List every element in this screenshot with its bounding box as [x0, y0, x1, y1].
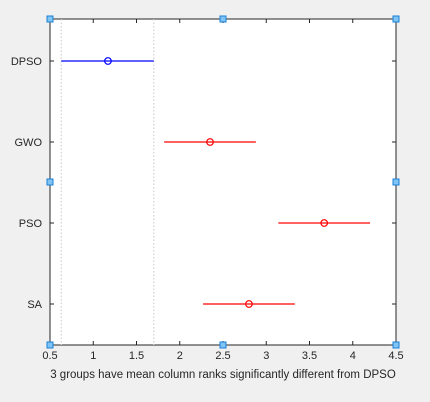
resize-handle[interactable]: [219, 341, 227, 349]
y-tick-label-gwo: GWO: [15, 137, 43, 149]
mean-marker-gwo: [206, 138, 214, 146]
x-tick-label: 2.5: [215, 350, 230, 362]
resize-handle[interactable]: [392, 341, 400, 349]
mean-marker-pso: [320, 219, 329, 227]
mean-marker-dpso: [104, 57, 112, 65]
resize-handle[interactable]: [219, 15, 227, 23]
x-tick-label: 4.5: [388, 350, 403, 362]
x-tick-label: 0.5: [42, 350, 57, 362]
y-tick-label-sa: SA: [27, 299, 42, 311]
resize-handle[interactable]: [46, 178, 54, 186]
x-tick-label: 3: [263, 350, 269, 362]
resize-handle[interactable]: [46, 341, 54, 349]
x-tick-label: 3.5: [302, 350, 317, 362]
mean-marker-sa: [245, 300, 253, 308]
y-tick-label-dpso: DPSO: [11, 56, 43, 68]
x-axis-label: 3 groups have mean column ranks signific…: [50, 369, 396, 381]
resize-handle[interactable]: [46, 15, 54, 23]
resize-handle[interactable]: [392, 15, 400, 23]
x-tick-label: 2: [177, 350, 183, 362]
comparison-intervals: [61, 57, 371, 308]
resize-handle[interactable]: [392, 178, 400, 186]
y-axis: DPSO GWO PSO SA: [11, 56, 396, 311]
x-axis: 0.5 1 1.5 2 2.5 3 3.5 4 4.5: [42, 19, 404, 362]
x-tick-label: 1: [90, 350, 96, 362]
x-tick-label: 1.5: [129, 350, 144, 362]
y-tick-label-pso: PSO: [19, 218, 43, 230]
selection-handles[interactable]: [46, 15, 400, 349]
x-tick-label: 4: [350, 350, 356, 362]
plot-area: [49, 18, 397, 346]
